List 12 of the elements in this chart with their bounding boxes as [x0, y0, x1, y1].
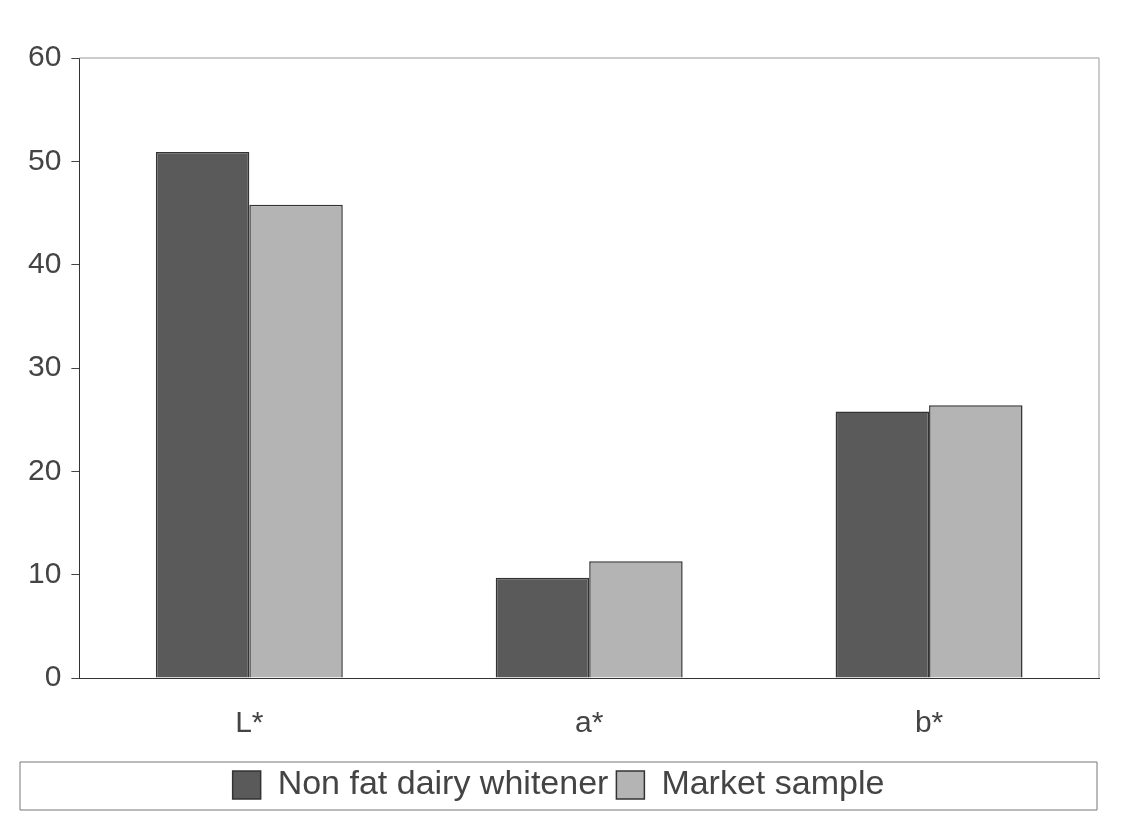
x-tick-label: L*: [235, 705, 264, 739]
y-tick-label: 50: [27, 142, 62, 176]
x-tick-label: b*: [914, 705, 944, 739]
y-tick-label: 40: [27, 245, 62, 279]
y-tick-label: 10: [27, 555, 62, 589]
y-tick-label: 20: [27, 452, 62, 486]
y-tick-label: 0: [44, 659, 62, 693]
legend-label: Non fat dairy whitener: [277, 763, 609, 802]
y-tick-label: 60: [27, 39, 62, 73]
legend-label: Market sample: [661, 763, 885, 802]
x-tick-label: a*: [575, 705, 604, 739]
y-tick-label: 30: [27, 349, 62, 383]
